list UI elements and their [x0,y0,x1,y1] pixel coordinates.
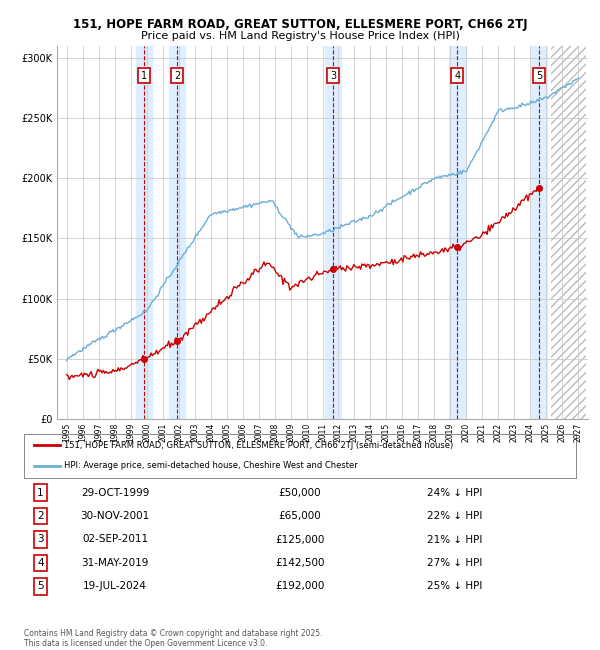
Text: 2023: 2023 [510,422,519,442]
Text: 24% ↓ HPI: 24% ↓ HPI [427,488,482,498]
Text: 2014: 2014 [366,422,375,442]
Text: 2015: 2015 [382,422,391,442]
Bar [169,46,185,419]
Text: 1996: 1996 [78,422,87,442]
Text: 2004: 2004 [206,422,215,442]
Text: 2017: 2017 [414,422,423,442]
Text: 1: 1 [37,488,44,498]
Text: Contains HM Land Registry data © Crown copyright and database right 2025.
This d: Contains HM Land Registry data © Crown c… [24,629,323,648]
Bar [136,46,152,419]
Text: 1997: 1997 [94,422,103,442]
Text: 2021: 2021 [478,422,487,441]
Text: 4: 4 [454,71,460,81]
Text: 2: 2 [174,71,181,81]
Text: 2001: 2001 [158,422,167,442]
Text: 2026: 2026 [558,422,567,442]
Text: 31-MAY-2019: 31-MAY-2019 [82,558,149,568]
Text: £142,500: £142,500 [275,558,325,568]
Text: 2027: 2027 [574,422,583,442]
Text: £192,000: £192,000 [275,581,325,592]
Text: 2018: 2018 [430,422,439,441]
Text: 151, HOPE FARM ROAD, GREAT SUTTON, ELLESMERE PORT, CH66 2TJ (semi-detached house: 151, HOPE FARM ROAD, GREAT SUTTON, ELLES… [64,441,453,450]
Text: 2009: 2009 [286,422,295,442]
Text: 2016: 2016 [398,422,407,442]
Text: 2003: 2003 [190,422,199,442]
Text: £125,000: £125,000 [275,534,325,545]
Text: 30-NOV-2001: 30-NOV-2001 [80,511,150,521]
Text: 25% ↓ HPI: 25% ↓ HPI [427,581,482,592]
Text: 19-JUL-2024: 19-JUL-2024 [83,581,147,592]
Text: 3: 3 [330,71,336,81]
Text: 21% ↓ HPI: 21% ↓ HPI [427,534,482,545]
Text: 1998: 1998 [110,422,119,442]
Bar [551,46,586,419]
Text: 151, HOPE FARM ROAD, GREAT SUTTON, ELLESMERE PORT, CH66 2TJ: 151, HOPE FARM ROAD, GREAT SUTTON, ELLES… [73,18,527,31]
Text: 2005: 2005 [222,422,231,442]
Text: £65,000: £65,000 [278,511,322,521]
Text: 1: 1 [141,71,147,81]
Text: 1995: 1995 [62,422,71,442]
Text: 5: 5 [536,71,542,81]
Text: 2002: 2002 [174,422,183,442]
Text: 5: 5 [37,581,44,592]
Text: 2012: 2012 [334,422,343,441]
Text: 2013: 2013 [350,422,359,442]
Text: 2008: 2008 [270,422,279,442]
Text: 2010: 2010 [302,422,311,442]
Bar [325,46,341,419]
Text: £50,000: £50,000 [278,488,322,498]
Text: Price paid vs. HM Land Registry's House Price Index (HPI): Price paid vs. HM Land Registry's House … [140,31,460,42]
Text: 2025: 2025 [542,422,551,442]
Text: 29-OCT-1999: 29-OCT-1999 [81,488,149,498]
Text: 2011: 2011 [318,422,327,441]
Text: 2019: 2019 [446,422,455,442]
Bar [449,46,465,419]
Text: 2024: 2024 [526,422,535,442]
Bar [531,46,547,419]
Text: 22% ↓ HPI: 22% ↓ HPI [427,511,482,521]
Text: 2000: 2000 [142,422,151,442]
Bar [551,46,586,419]
Text: 1999: 1999 [126,422,135,442]
Text: HPI: Average price, semi-detached house, Cheshire West and Chester: HPI: Average price, semi-detached house,… [64,462,358,471]
Text: 3: 3 [37,534,44,545]
Text: 27% ↓ HPI: 27% ↓ HPI [427,558,482,568]
Text: 2022: 2022 [494,422,503,441]
Text: 02-SEP-2011: 02-SEP-2011 [82,534,148,545]
Text: 2020: 2020 [462,422,471,442]
Text: 2007: 2007 [254,422,263,442]
Text: 4: 4 [37,558,44,568]
Text: 2: 2 [37,511,44,521]
Text: 2006: 2006 [238,422,247,442]
